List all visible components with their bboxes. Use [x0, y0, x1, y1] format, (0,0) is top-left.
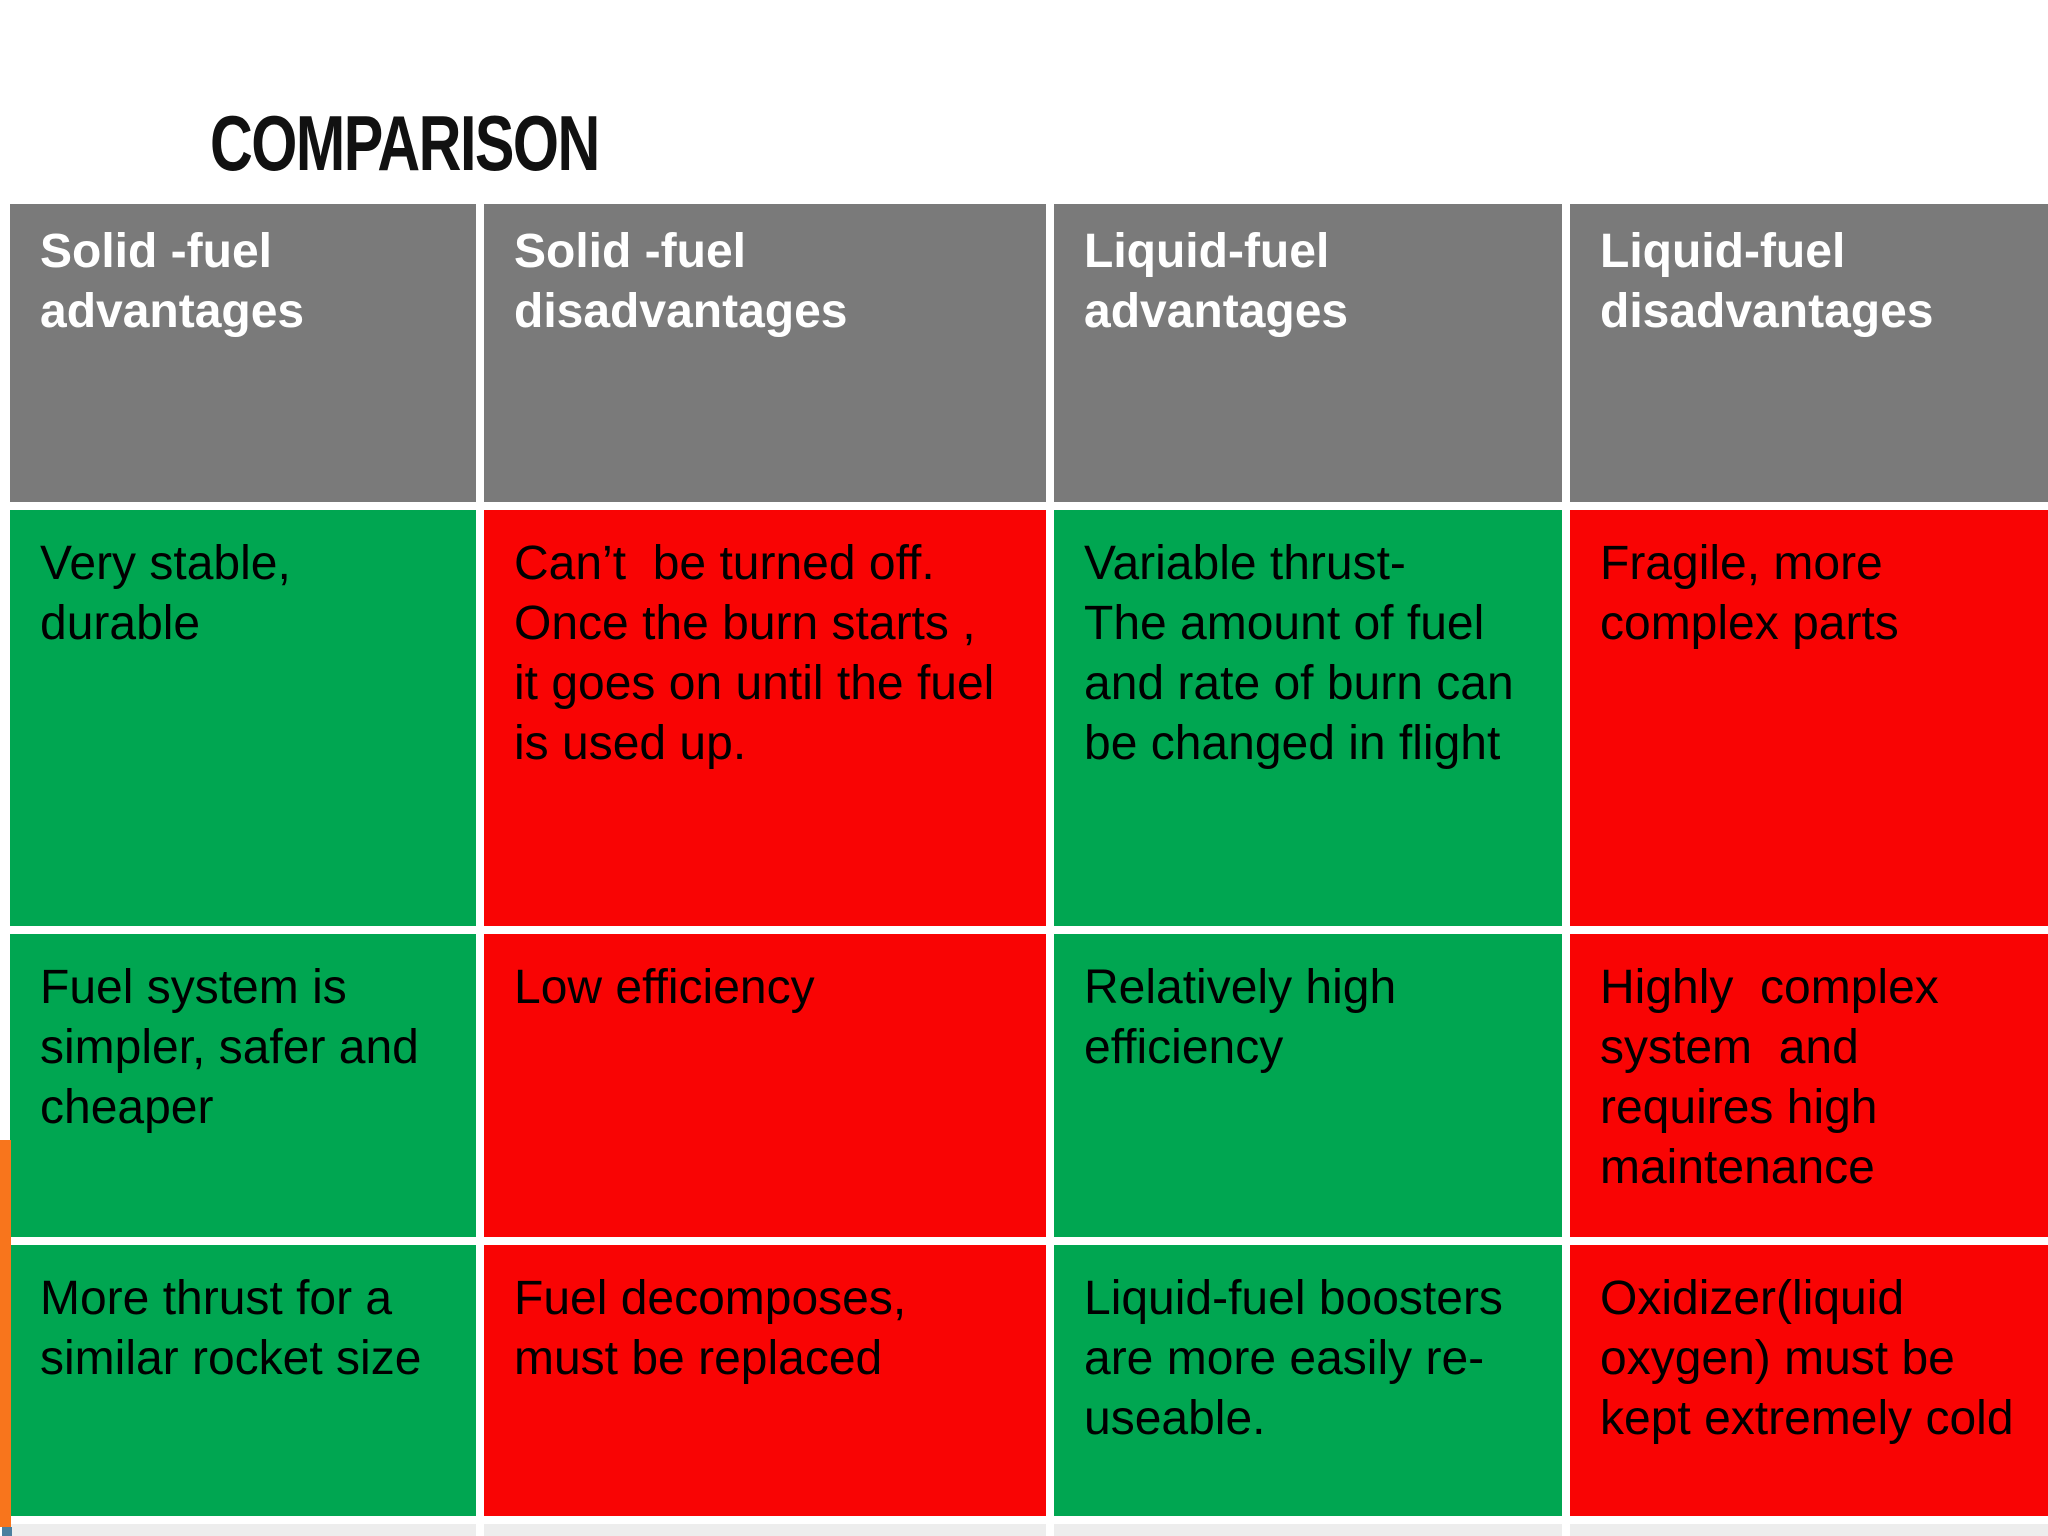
cell-row3-solid-disadvantage: Fuel decomposes, must be replaced — [484, 1245, 1046, 1516]
header-solid-fuel-disadvantages: Solid -fuel disadvantages — [484, 204, 1046, 502]
cell-row3-liquid-advantage: Liquid-fuel boosters are more easily re-… — [1054, 1245, 1562, 1516]
cell-row3-solid-advantage: More thrust for a similar rocket size — [10, 1245, 476, 1516]
cell-row2-liquid-disadvantage: Highly complex system and requires high … — [1570, 934, 2048, 1237]
cell-row2-liquid-advantage: Relatively high efficiency — [1054, 934, 1562, 1237]
table-bottom-strip-col1 — [10, 1524, 476, 1536]
table-bottom-strip-col4 — [1570, 1524, 2048, 1536]
comparison-table: Solid -fuel advantages Solid -fuel disad… — [10, 204, 2048, 1536]
cell-row1-solid-advantage: Very stable, durable — [10, 510, 476, 926]
header-solid-fuel-advantages: Solid -fuel advantages — [10, 204, 476, 502]
cell-row1-liquid-advantage: Variable thrust- The amount of fuel and … — [1054, 510, 1562, 926]
header-liquid-fuel-advantages: Liquid-fuel advantages — [1054, 204, 1562, 502]
cell-row2-solid-disadvantage: Low efficiency — [484, 934, 1046, 1237]
cell-row1-liquid-disadvantage: Fragile, more complex parts — [1570, 510, 2048, 926]
cell-row2-solid-advantage: Fuel system is simpler, safer and cheape… — [10, 934, 476, 1237]
table-bottom-strip-col3 — [1054, 1524, 1562, 1536]
header-liquid-fuel-disadvantages: Liquid-fuel disadvantages — [1570, 204, 2048, 502]
cell-row3-liquid-disadvantage: Oxidizer(liquid oxygen) must be kept ext… — [1570, 1245, 2048, 1516]
left-edge-orange-accent — [0, 1140, 11, 1527]
table-bottom-strip-col2 — [484, 1524, 1046, 1536]
slide-title: COMPARISON — [210, 99, 600, 187]
left-edge-blue-accent — [2, 1527, 12, 1536]
cell-row1-solid-disadvantage: Can’t be turned off. Once the burn start… — [484, 510, 1046, 926]
